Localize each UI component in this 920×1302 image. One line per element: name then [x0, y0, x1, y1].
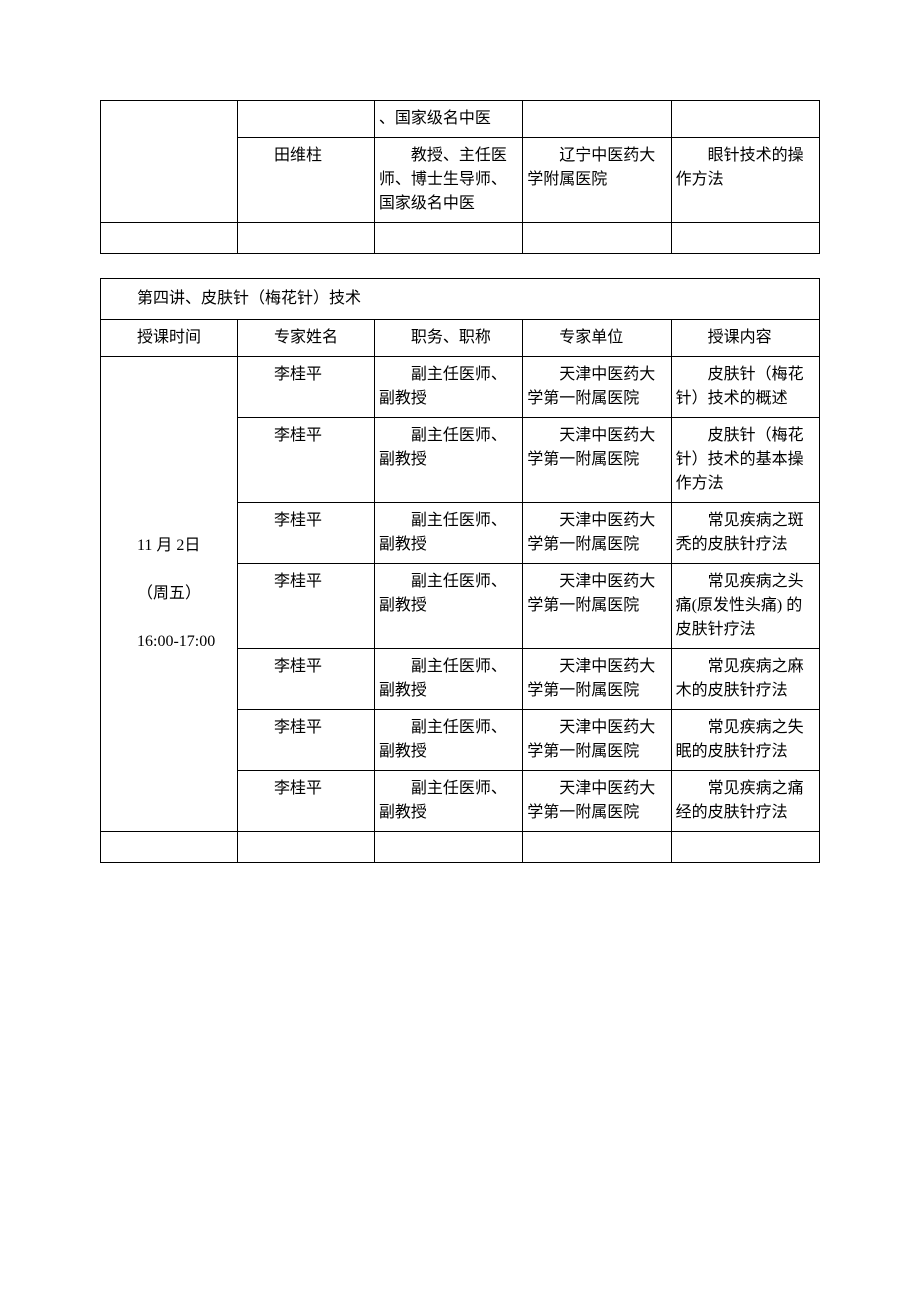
header-title: 职务、职称 — [374, 320, 522, 357]
table-row: 、国家级名中医 — [101, 101, 820, 138]
cell-content: 常见疾病之斑秃的皮肤针疗法 — [671, 503, 819, 564]
header-time: 授课时间 — [101, 320, 238, 357]
cell — [374, 832, 522, 863]
cell-name: 田维柱 — [237, 138, 374, 223]
table-2: 第四讲、皮肤针（梅花针）技术 授课时间 专家姓名 职务、职称 专家单位 授课内容… — [100, 278, 820, 863]
cell-title: 副主任医师、副教授 — [374, 418, 522, 503]
cell-title: 副主任医师、副教授 — [374, 503, 522, 564]
cell-name: 李桂平 — [237, 649, 374, 710]
cell-title: 副主任医师、副教授 — [374, 357, 522, 418]
cell — [523, 832, 671, 863]
cell-content — [671, 101, 819, 138]
cell-content: 皮肤针（梅花针）技术的概述 — [671, 357, 819, 418]
cell — [237, 223, 374, 254]
cell-content: 眼针技术的操作方法 — [671, 138, 819, 223]
cell-unit — [523, 101, 671, 138]
cell-content: 常见疾病之头痛(原发性头痛) 的皮肤针疗法 — [671, 564, 819, 649]
table-row: 11 月 2日 （周五） 16:00-17:00 李桂平 副主任医师、副教授 天… — [101, 357, 820, 418]
cell-unit: 天津中医药大学第一附属医院 — [523, 564, 671, 649]
cell-name: 李桂平 — [237, 564, 374, 649]
cell — [237, 832, 374, 863]
section-title-row: 第四讲、皮肤针（梅花针）技术 — [101, 279, 820, 320]
cell-content: 皮肤针（梅花针）技术的基本操作方法 — [671, 418, 819, 503]
cell — [671, 832, 819, 863]
cell-title: 副主任医师、副教授 — [374, 649, 522, 710]
table-1: 、国家级名中医 田维柱 教授、主任医师、博士生导师、国家级名中医 辽宁中医药大学… — [100, 100, 820, 254]
cell-unit: 天津中医药大学第一附属医院 — [523, 503, 671, 564]
cell-title: 副主任医师、副教授 — [374, 564, 522, 649]
cell-title: 副主任医师、副教授 — [374, 710, 522, 771]
table-row-empty — [101, 223, 820, 254]
cell-time — [101, 101, 238, 223]
cell-name: 李桂平 — [237, 357, 374, 418]
cell-unit: 辽宁中医药大学附属医院 — [523, 138, 671, 223]
cell — [101, 223, 238, 254]
cell — [374, 223, 522, 254]
cell-name: 李桂平 — [237, 418, 374, 503]
cell-unit: 天津中医药大学第一附属医院 — [523, 357, 671, 418]
cell-content: 常见疾病之麻木的皮肤针疗法 — [671, 649, 819, 710]
cell-content: 常见疾病之痛经的皮肤针疗法 — [671, 771, 819, 832]
cell — [101, 832, 238, 863]
table-row-empty — [101, 832, 820, 863]
page-container: 、国家级名中医 田维柱 教授、主任医师、博士生导师、国家级名中医 辽宁中医药大学… — [0, 0, 920, 923]
cell-unit: 天津中医药大学第一附属医院 — [523, 710, 671, 771]
cell-name: 李桂平 — [237, 771, 374, 832]
header-content: 授课内容 — [671, 320, 819, 357]
cell-title: 、国家级名中医 — [374, 101, 522, 138]
header-name: 专家姓名 — [237, 320, 374, 357]
cell-name: 李桂平 — [237, 503, 374, 564]
header-unit: 专家单位 — [523, 320, 671, 357]
cell-unit: 天津中医药大学第一附属医院 — [523, 771, 671, 832]
cell-name — [237, 101, 374, 138]
cell — [671, 223, 819, 254]
cell-time: 11 月 2日 （周五） 16:00-17:00 — [101, 357, 238, 832]
cell — [523, 223, 671, 254]
section-title: 第四讲、皮肤针（梅花针）技术 — [101, 279, 820, 320]
cell-title: 副主任医师、副教授 — [374, 771, 522, 832]
table-header-row: 授课时间 专家姓名 职务、职称 专家单位 授课内容 — [101, 320, 820, 357]
cell-unit: 天津中医药大学第一附属医院 — [523, 649, 671, 710]
cell-content: 常见疾病之失眠的皮肤针疗法 — [671, 710, 819, 771]
cell-title: 教授、主任医师、博士生导师、国家级名中医 — [374, 138, 522, 223]
cell-name: 李桂平 — [237, 710, 374, 771]
table-gap — [100, 254, 820, 278]
cell-unit: 天津中医药大学第一附属医院 — [523, 418, 671, 503]
